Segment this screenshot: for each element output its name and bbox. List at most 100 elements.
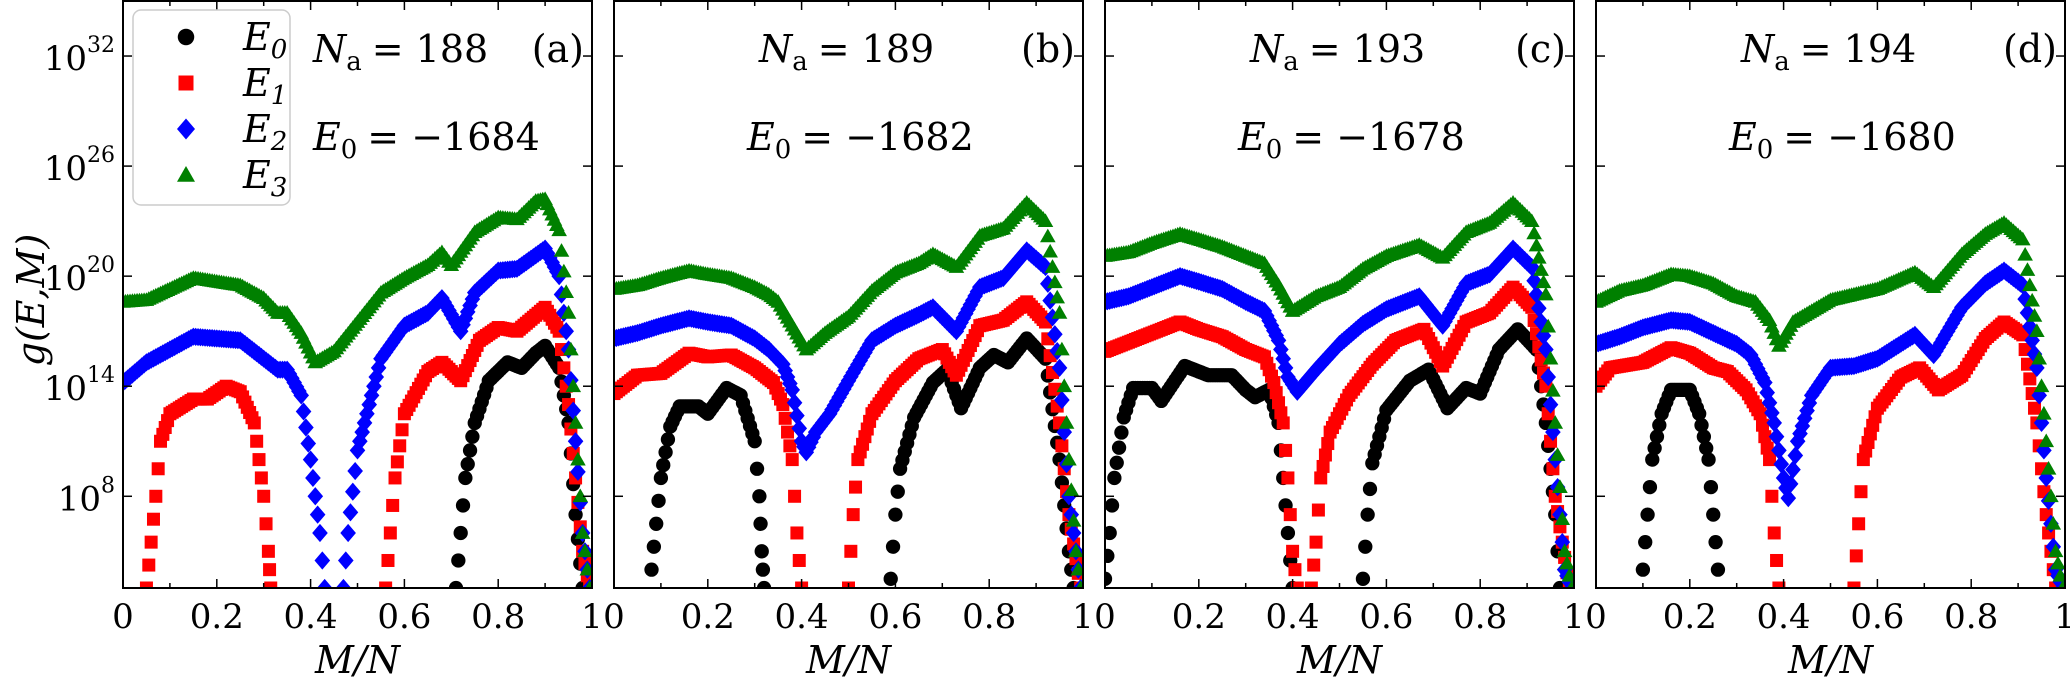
data-point	[459, 302, 476, 322]
data-point	[2033, 378, 2050, 393]
panel-tag: (a)	[532, 27, 584, 71]
data-point	[789, 406, 805, 425]
data-point	[883, 571, 898, 586]
data-point	[649, 516, 664, 531]
data-point	[1107, 470, 1122, 486]
data-point	[579, 561, 592, 576]
data-point	[658, 445, 673, 460]
x-tick-label: 0	[112, 597, 134, 637]
panel-a: 0 0.2 0.4 0.6 0.8 1 M/N 108 1014 1020 1026 1032 Na = …	[44, 0, 603, 682]
data-point	[1316, 459, 1330, 473]
panel-tag: (d)	[2003, 27, 2057, 71]
data-point	[1640, 507, 1655, 522]
data-point	[1757, 373, 1773, 392]
series-E2	[123, 239, 592, 588]
data-point	[347, 461, 363, 481]
data-point	[754, 544, 769, 559]
data-point	[379, 581, 393, 588]
x-tick-label: 0.6	[377, 597, 431, 637]
data-point	[393, 439, 407, 453]
data-point	[1531, 299, 1547, 318]
data-point	[1785, 460, 1801, 479]
y-tick-label: 1032	[44, 33, 115, 79]
data-point	[1286, 544, 1300, 558]
data-point	[395, 423, 409, 437]
data-point	[462, 443, 478, 458]
data-point	[1044, 259, 1061, 273]
data-point	[139, 581, 153, 588]
data-point	[1642, 479, 1658, 495]
data-point	[752, 489, 767, 504]
x-tick-label: 0.8	[962, 597, 1016, 637]
data-point	[2045, 537, 2062, 556]
data-point	[755, 562, 771, 577]
data-point	[1547, 415, 1564, 429]
data-point	[1523, 213, 1540, 227]
data-point	[1362, 481, 1378, 497]
data-point	[1318, 448, 1332, 462]
data-point	[2036, 405, 2052, 420]
data-point	[1105, 548, 1115, 564]
data-point	[1535, 274, 1552, 289]
data-point	[252, 453, 266, 467]
data-point	[644, 562, 659, 577]
data-point	[298, 418, 314, 437]
data-point	[1559, 555, 1574, 570]
data-point	[1782, 474, 1799, 493]
x-axis-title: M/N	[1296, 638, 1384, 682]
data-point	[1760, 441, 1774, 455]
data-point	[786, 393, 803, 412]
series-E1	[139, 300, 592, 588]
legend-marker-circle-icon	[177, 28, 195, 46]
x-tick-label: 0.8	[1453, 597, 1507, 637]
data-point	[1552, 479, 1568, 493]
data-point	[1561, 567, 1574, 582]
data-point	[345, 482, 361, 501]
data-point	[1771, 441, 1787, 460]
data-point	[1048, 382, 1062, 396]
data-point	[1765, 489, 1779, 503]
data-point	[888, 507, 903, 522]
data-point	[1545, 383, 1561, 397]
data-point	[455, 315, 471, 334]
data-point	[1276, 416, 1290, 430]
data-point	[1696, 429, 1712, 444]
na-annotation: Na = 193	[1249, 27, 1425, 77]
data-point	[1040, 228, 1056, 243]
x-tick-label: 0.2	[190, 597, 244, 637]
data-point	[2047, 543, 2064, 558]
data-point	[558, 284, 575, 299]
panels: 0 0.2 0.4 0.6 0.8 1 M/N 108 1014 1020 1026 1032 Na = …	[44, 0, 2070, 682]
data-point	[560, 305, 577, 319]
data-point	[448, 580, 464, 588]
data-point	[1708, 534, 1723, 550]
data-point	[1288, 563, 1302, 577]
data-point	[1111, 440, 1127, 455]
data-point	[264, 581, 278, 588]
data-point	[1549, 447, 1566, 461]
data-point	[1280, 525, 1296, 541]
data-point	[1054, 390, 1070, 410]
data-point	[1554, 511, 1571, 526]
data-point	[261, 544, 275, 558]
data-point	[460, 457, 475, 472]
data-point	[890, 484, 905, 499]
panel-d: 0 0.2 0.4 0.6 0.8 1 M/N Na = 194 E0 = −1680 (d)	[1585, 0, 2070, 682]
data-point	[2058, 580, 2065, 588]
data-point	[2028, 401, 2042, 415]
data-point	[1699, 440, 1714, 456]
data-point	[2040, 460, 2057, 475]
e0-annotation: E0 = −1680	[1728, 115, 1956, 165]
data-point	[2029, 323, 2045, 338]
data-point	[293, 386, 310, 405]
x-axis-title: M/N	[1787, 638, 1875, 682]
data-point	[309, 505, 326, 524]
data-point	[2038, 433, 2055, 448]
data-point	[556, 303, 572, 322]
e0-annotation: E0 = −1684	[312, 115, 540, 165]
x-tick-label: 0.6	[868, 597, 922, 637]
data-point	[2022, 277, 2038, 292]
data-point	[2023, 372, 2037, 386]
na-annotation: Na = 188	[312, 27, 488, 77]
